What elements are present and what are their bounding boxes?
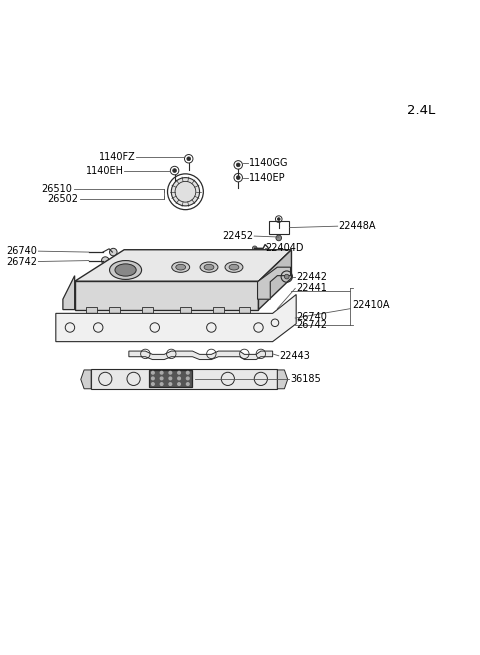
FancyBboxPatch shape xyxy=(85,307,97,313)
Circle shape xyxy=(169,377,172,380)
Ellipse shape xyxy=(176,265,186,270)
Text: 22452: 22452 xyxy=(223,231,254,241)
Ellipse shape xyxy=(200,262,218,272)
Text: 26742: 26742 xyxy=(6,257,37,267)
Circle shape xyxy=(276,235,282,241)
Text: 22441: 22441 xyxy=(296,284,327,293)
Circle shape xyxy=(160,377,163,380)
Circle shape xyxy=(160,383,163,385)
Circle shape xyxy=(277,217,280,221)
Ellipse shape xyxy=(204,265,214,270)
Circle shape xyxy=(152,383,154,385)
Text: 22410A: 22410A xyxy=(353,300,390,310)
FancyBboxPatch shape xyxy=(149,370,192,387)
Circle shape xyxy=(285,274,289,279)
Text: 22442: 22442 xyxy=(296,272,327,282)
Text: 1140EP: 1140EP xyxy=(249,173,286,183)
Circle shape xyxy=(236,176,240,179)
Text: 1140FZ: 1140FZ xyxy=(99,152,136,162)
Circle shape xyxy=(102,257,109,265)
Polygon shape xyxy=(258,250,291,310)
Circle shape xyxy=(186,371,189,374)
Circle shape xyxy=(109,248,117,256)
Text: 26502: 26502 xyxy=(48,194,78,204)
Circle shape xyxy=(169,371,172,374)
Polygon shape xyxy=(91,369,277,389)
Polygon shape xyxy=(277,370,288,389)
Circle shape xyxy=(169,383,172,385)
Polygon shape xyxy=(81,370,91,389)
Text: 22448A: 22448A xyxy=(338,221,376,231)
Text: 26740: 26740 xyxy=(296,312,327,322)
FancyBboxPatch shape xyxy=(180,307,191,313)
Circle shape xyxy=(187,157,191,160)
Text: 26740: 26740 xyxy=(6,246,37,256)
Circle shape xyxy=(178,371,180,374)
Text: 22404D: 22404D xyxy=(265,243,304,253)
FancyBboxPatch shape xyxy=(239,307,250,313)
FancyBboxPatch shape xyxy=(213,307,224,313)
Circle shape xyxy=(236,163,240,167)
Text: 26510: 26510 xyxy=(41,185,72,195)
Polygon shape xyxy=(63,276,75,310)
Text: 22443: 22443 xyxy=(280,351,311,361)
Circle shape xyxy=(171,178,200,206)
Text: 36185: 36185 xyxy=(290,374,321,384)
Circle shape xyxy=(252,246,257,251)
Circle shape xyxy=(160,371,163,374)
Polygon shape xyxy=(56,295,296,342)
Circle shape xyxy=(152,377,154,380)
Circle shape xyxy=(178,377,180,380)
Polygon shape xyxy=(75,250,291,281)
FancyBboxPatch shape xyxy=(142,307,154,313)
Text: 26742: 26742 xyxy=(296,320,327,330)
Ellipse shape xyxy=(109,261,142,280)
Circle shape xyxy=(152,371,154,374)
Ellipse shape xyxy=(229,265,239,270)
Text: 2.4L: 2.4L xyxy=(407,104,435,117)
Ellipse shape xyxy=(225,262,243,272)
Text: 1140GG: 1140GG xyxy=(249,159,288,168)
FancyBboxPatch shape xyxy=(109,307,120,313)
Polygon shape xyxy=(258,267,290,299)
Polygon shape xyxy=(129,351,273,360)
Ellipse shape xyxy=(172,262,190,272)
Circle shape xyxy=(186,383,189,385)
Circle shape xyxy=(173,169,177,172)
Ellipse shape xyxy=(115,264,136,276)
Polygon shape xyxy=(75,281,258,310)
Circle shape xyxy=(186,377,189,380)
Text: 1140EH: 1140EH xyxy=(86,166,124,176)
Circle shape xyxy=(178,383,180,385)
